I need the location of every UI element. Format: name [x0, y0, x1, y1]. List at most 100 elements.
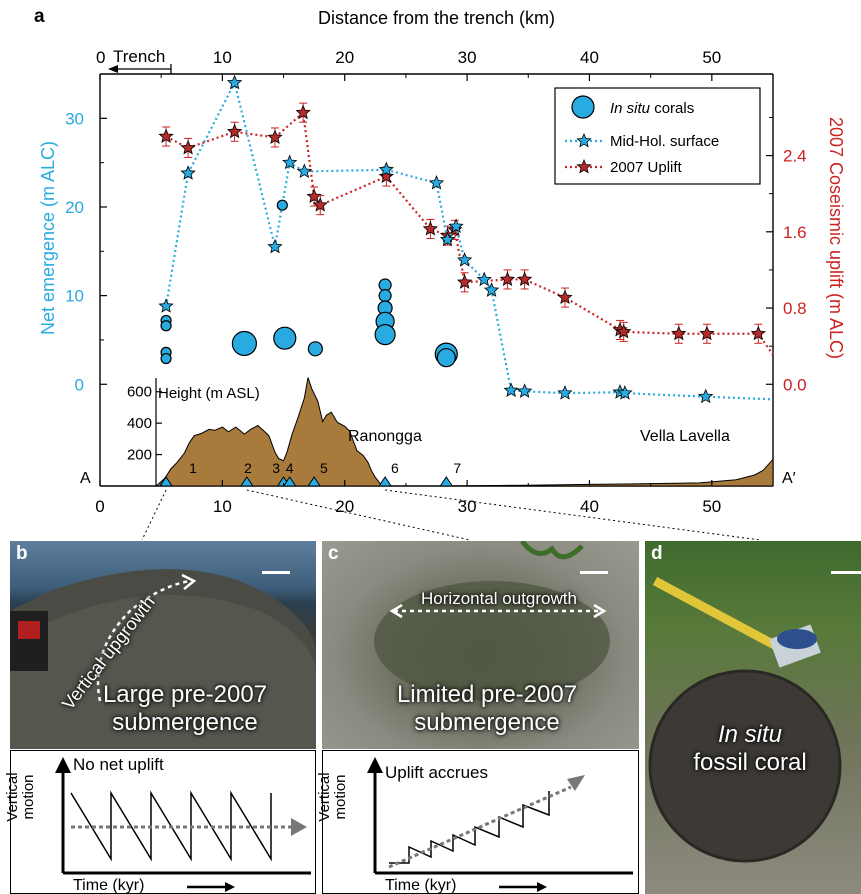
photo-b-caption: Large pre-2007 submergence: [70, 681, 300, 736]
legend-symbol-uplift: [576, 158, 592, 174]
midhol-point: [267, 238, 283, 254]
midhol-point: [378, 161, 395, 177]
right-tick-label: 0.0: [783, 375, 807, 394]
photo-c-caption-line1: Limited pre-2007: [396, 681, 578, 708]
photo-c-label: c: [328, 543, 339, 564]
photo-b-label: b: [16, 543, 28, 564]
left-tick-label: 30: [65, 109, 84, 128]
legend-symbol-corals: [571, 95, 595, 119]
bottom-tick-label: 40: [580, 497, 599, 516]
in-situ-coral-point: [231, 330, 257, 357]
trench-label: Trench: [113, 47, 165, 66]
diagram-c-ylabel-line1: Vertical: [316, 772, 333, 822]
in-situ-coral-point: [378, 289, 392, 303]
uplift-point: [180, 139, 196, 155]
sawtooth-plot: [55, 757, 311, 892]
uplift-point: [557, 289, 573, 305]
scale-bar: [831, 571, 861, 574]
photo-d: d In situ fossil coral: [645, 541, 861, 894]
photo-b: b Vertical upgrowth Large pre-2007 subme…: [10, 541, 316, 749]
in-situ-coral-point: [276, 199, 288, 211]
site-label: 5: [320, 460, 328, 476]
uplift-point: [306, 188, 322, 204]
diagram-c-xlabel: Time (kyr): [385, 877, 457, 894]
site-marker: [378, 476, 393, 487]
midhol-point: [158, 298, 174, 313]
in-situ-coral-point: [374, 324, 396, 346]
right-tick-label: 0.8: [783, 299, 807, 318]
uplift-point: [422, 220, 438, 236]
top-tick-label: 10: [213, 48, 232, 67]
midhol-point: [476, 271, 492, 287]
diagram-uplift-accrues: Uplift accrues Vertical motion Time (kyr…: [316, 750, 639, 894]
site-label: 7: [453, 460, 461, 476]
topo-tick-label: 400: [127, 415, 152, 432]
midhol-point: [503, 382, 519, 397]
photo-b-caption-line2: submergence: [112, 708, 258, 736]
uplift-point: [267, 129, 283, 144]
midhol-point: [516, 383, 533, 398]
island-label-ranongga: Ranongga: [348, 428, 422, 445]
uplift-point: [616, 323, 632, 339]
midhol-point: [483, 282, 500, 297]
bottom-tick-label: 10: [213, 497, 232, 516]
connector-b: [141, 489, 167, 540]
site-marker: [239, 476, 254, 487]
photo-d-italic: In situ: [717, 721, 783, 748]
photo-c-arrow-text: Horizontal outgrowth: [421, 589, 577, 608]
diagram-c-ylabel: Vertical motion: [316, 745, 349, 849]
top-tick-label: 20: [335, 48, 354, 67]
midhol-point: [698, 388, 714, 404]
connector-c: [246, 489, 471, 540]
profile-end-label: A′: [782, 470, 796, 487]
site-marker: [307, 476, 322, 487]
outgrowth-illustration: [374, 541, 610, 701]
site-label: 6: [391, 460, 399, 476]
midhol-point: [281, 154, 298, 170]
diagram-b-xlabel: Time (kyr): [73, 877, 145, 894]
stairstep-plot: [367, 757, 633, 892]
top-axis-label: Distance from the trench (km): [318, 8, 555, 28]
topo-axis-label: Height (m ASL): [158, 385, 260, 402]
photo-c-caption-line2: submergence: [414, 708, 560, 736]
in-situ-coral-point: [273, 326, 297, 350]
midhol-point: [457, 252, 473, 267]
midhol-point: [439, 231, 456, 247]
uplift-point: [295, 104, 311, 120]
site-label: 2: [244, 460, 252, 476]
in-situ-coral-point: [436, 348, 456, 368]
midhol-point: [448, 218, 464, 233]
top-tick-label-zero: 0: [96, 48, 105, 67]
trench-arrow-head: [108, 65, 118, 73]
photo-d-label: d: [651, 543, 663, 564]
scale-bar: [262, 571, 290, 574]
rock-illustration: [10, 569, 316, 749]
uplift-point: [499, 271, 516, 286]
bottom-tick-label: 0: [95, 497, 104, 516]
panel-label: a: [34, 6, 45, 27]
profile-start-label: A: [80, 470, 91, 487]
midhol-point: [226, 74, 243, 90]
legend-symbol-midhol: [576, 132, 592, 148]
top-tick-label: 40: [580, 48, 599, 67]
midhol-point: [180, 165, 196, 180]
diagram-b-title: No net uplift: [73, 755, 164, 774]
left-axis-label: Net emergence (m ALC): [38, 141, 58, 335]
diagram-no-net-uplift: No net uplift Vertical motion Time (kyr): [4, 750, 316, 894]
site-label: 3: [272, 460, 280, 476]
site-marker: [159, 476, 174, 487]
site-label: 1: [189, 460, 197, 476]
left-tick-label: 20: [65, 198, 84, 217]
in-situ-coral-point: [160, 320, 172, 332]
midhol-point: [617, 385, 633, 400]
top-tick-label: 30: [458, 48, 477, 67]
photo-d-caption: fossil coral: [693, 749, 807, 776]
top-tick-label: 50: [702, 48, 721, 67]
bottom-tick-label: 30: [458, 497, 477, 516]
midhol-point: [557, 385, 573, 400]
in-situ-coral-point: [160, 352, 172, 365]
diagram-b-ylabel: Vertical motion: [4, 745, 37, 849]
site-marker: [282, 476, 297, 487]
legend-label-corals: In situ corals: [610, 100, 694, 117]
topo-tick-label: 600: [127, 384, 152, 401]
